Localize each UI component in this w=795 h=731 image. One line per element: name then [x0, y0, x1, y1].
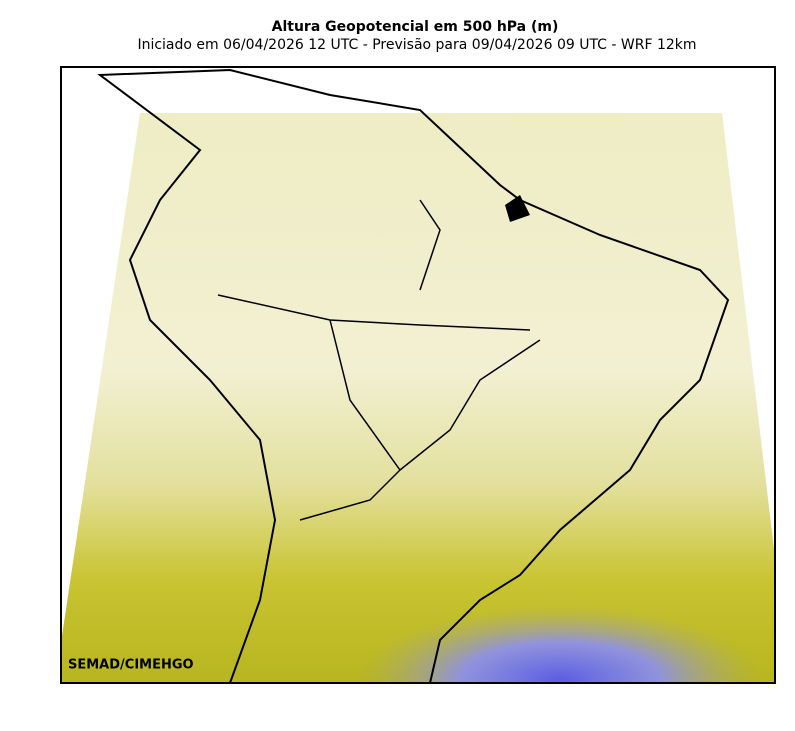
subtitle: Iniciado em 06/04/2026 12 UTC - Previsão… [137, 37, 696, 53]
map-area: SEMAD/CIMEHGO [61, 67, 775, 683]
title: Altura Geopotencial em 500 hPa (m) [272, 19, 559, 35]
map-frame [60, 66, 776, 684]
credit: SEMAD/CIMEHGO [68, 658, 194, 673]
